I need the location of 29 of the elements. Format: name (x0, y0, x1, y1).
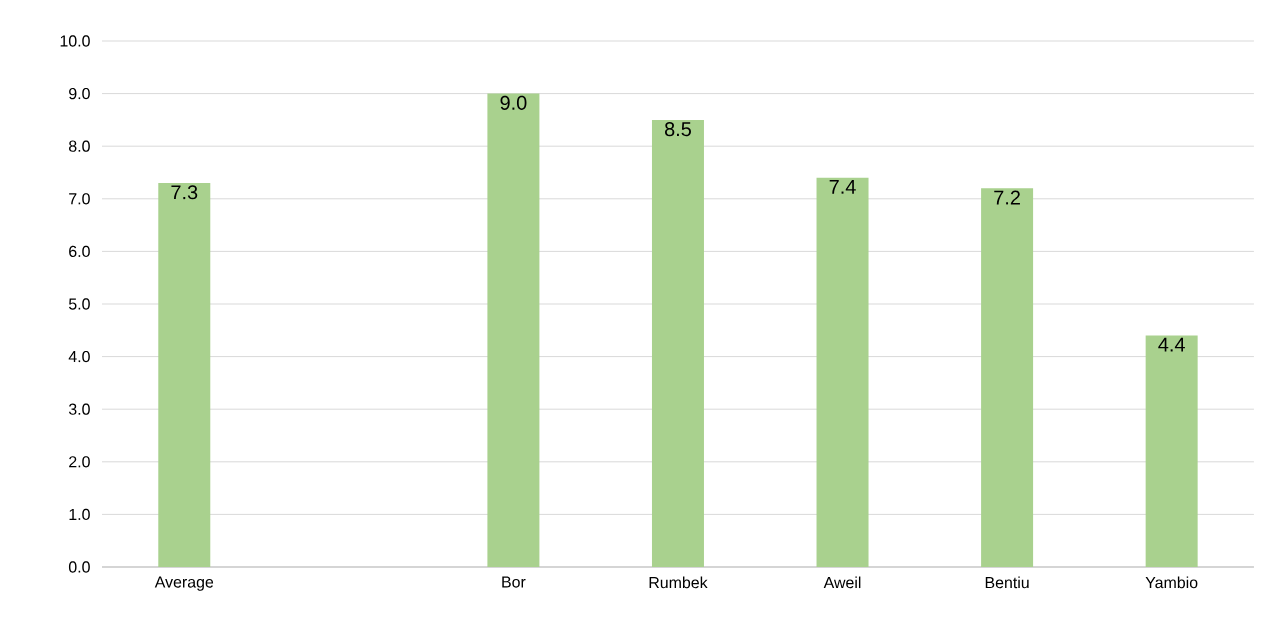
x-tick-label: Average (154, 576, 214, 591)
bar (158, 183, 211, 567)
data-label: 4.4 (1158, 337, 1185, 352)
y-tick-label: 2.0 (69, 456, 90, 468)
data-label: 7.2 (994, 190, 1020, 205)
data-label: 7.4 (829, 179, 856, 194)
x-tick-label: Yambio (1145, 576, 1198, 589)
bar (981, 188, 1034, 567)
x-tick-label: Rumbek (649, 576, 708, 589)
data-label: 8.5 (664, 122, 691, 137)
y-tick-label: 7.0 (69, 193, 90, 205)
bar (1145, 335, 1198, 567)
y-tick-label: 4.0 (68, 350, 90, 363)
bar (816, 177, 869, 567)
y-tick-label: 1.0 (69, 508, 90, 521)
y-tick-label: 5.0 (68, 298, 90, 310)
y-tick-label: 3.0 (68, 403, 90, 415)
x-tick-label: Aweil (823, 576, 861, 589)
y-tick-label: 6.0 (69, 245, 90, 258)
data-label: 7.3 (171, 185, 198, 200)
x-tick-label: Bentiu (985, 576, 1029, 589)
data-label: 9.0 (500, 95, 527, 110)
y-tick-label: 9.0 (69, 87, 90, 100)
y-tick-label: 0.0 (68, 561, 90, 573)
bar (651, 119, 704, 567)
x-tick-label: Bor (502, 576, 526, 588)
y-tick-label: 10.0 (60, 35, 90, 47)
y-tick-label: 8.0 (69, 140, 90, 152)
bar (487, 93, 540, 567)
